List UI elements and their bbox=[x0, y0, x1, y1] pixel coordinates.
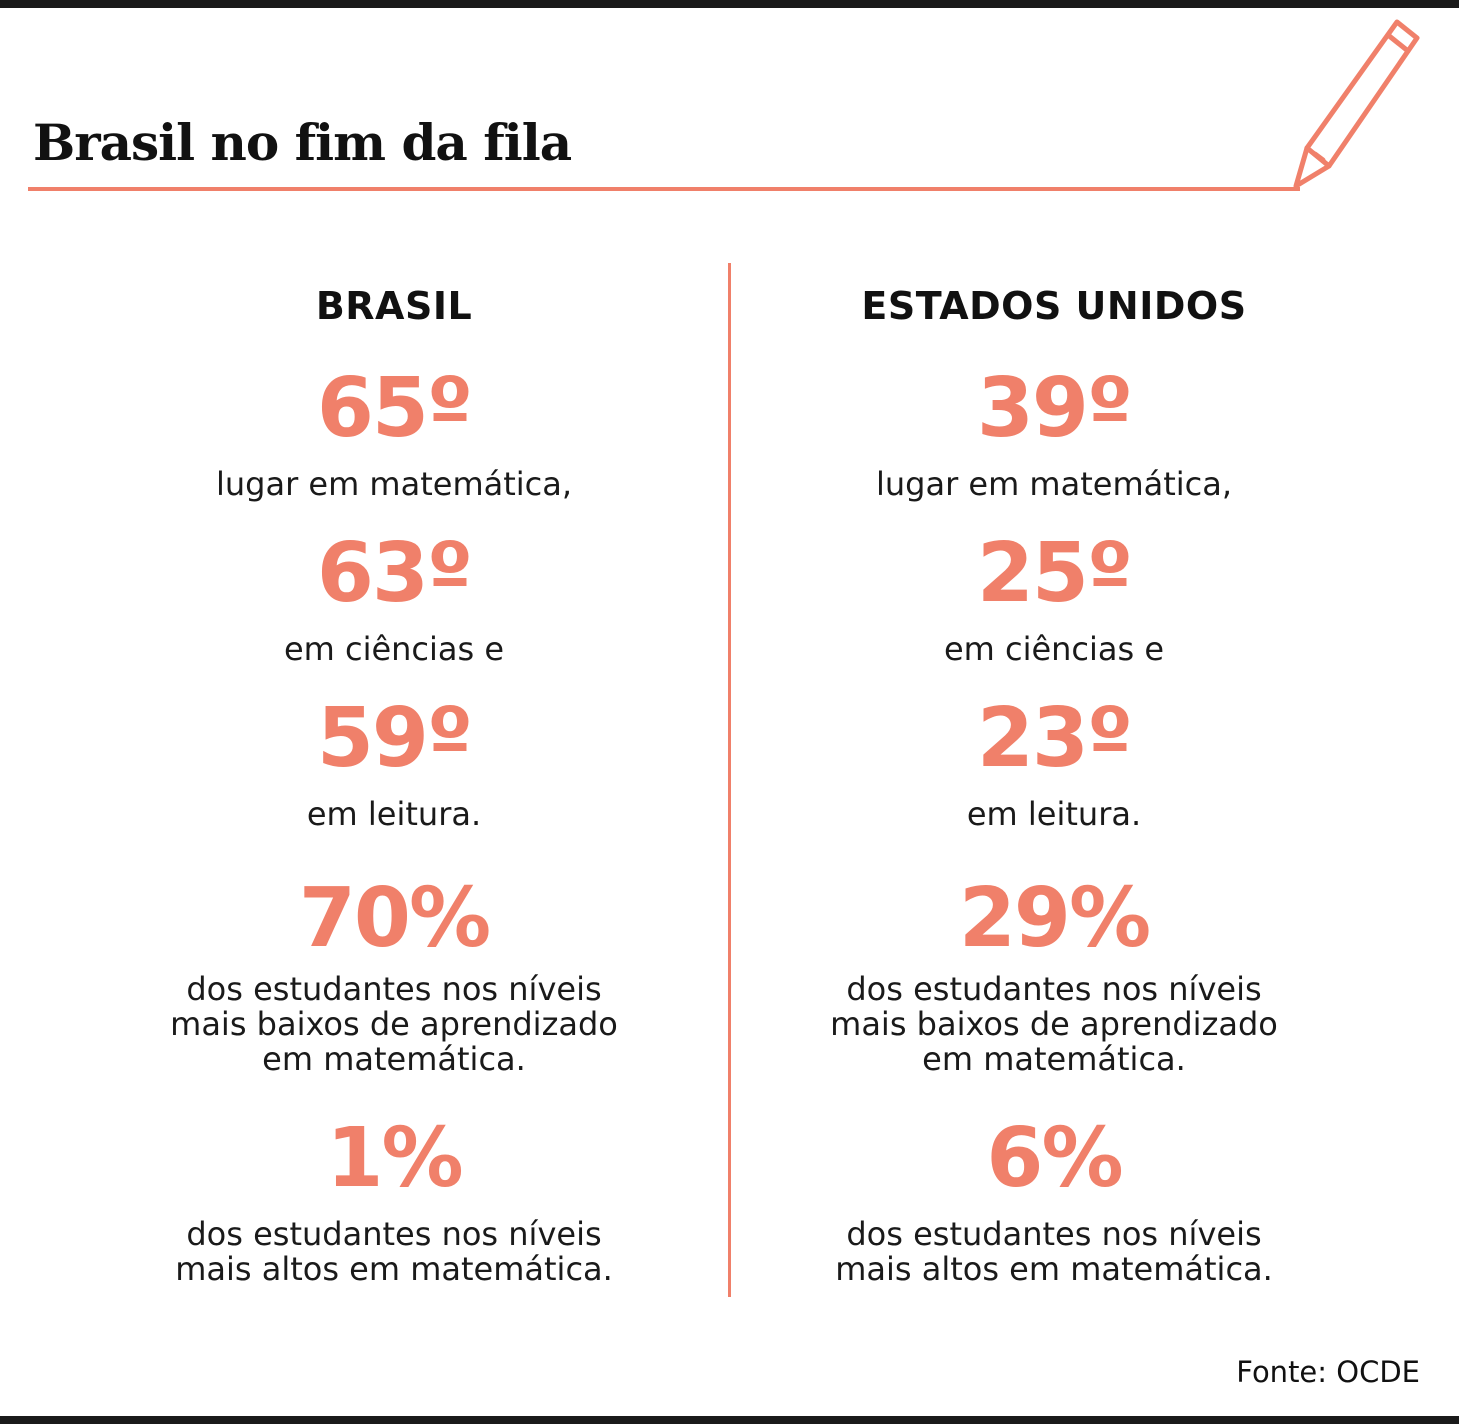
stat-value: 23º bbox=[976, 691, 1133, 786]
stat-value: 70% bbox=[298, 871, 491, 966]
stat-label: dos estudantes nos níveis mais altos em … bbox=[175, 1215, 613, 1288]
stat-label: dos estudantes nos níveis mais altos em … bbox=[835, 1215, 1273, 1288]
stat-value: 29% bbox=[958, 871, 1151, 966]
column-header: BRASIL bbox=[315, 284, 473, 328]
stat-value: 63º bbox=[316, 526, 473, 621]
stat-value: 39º bbox=[976, 361, 1133, 456]
stat-value: 6% bbox=[986, 1111, 1123, 1206]
stat-value: 1% bbox=[326, 1111, 463, 1206]
column-divider bbox=[728, 263, 731, 1297]
top-border bbox=[0, 0, 1459, 8]
stat-label: lugar em matemática, bbox=[875, 465, 1233, 503]
stat-label: em ciências e bbox=[943, 630, 1165, 668]
stat-label: dos estudantes nos níveis mais baixos de… bbox=[830, 970, 1278, 1078]
column-header: ESTADOS UNIDOS bbox=[861, 284, 1247, 328]
page-title: Brasil no fim da fila bbox=[33, 113, 572, 172]
title-underline bbox=[28, 187, 1300, 191]
stat-label: em leitura. bbox=[306, 795, 482, 833]
source-credit: Fonte: OCDE bbox=[1236, 1355, 1420, 1389]
bottom-border bbox=[0, 1416, 1459, 1424]
stat-label: em ciências e bbox=[283, 630, 505, 668]
stat-label: em leitura. bbox=[966, 795, 1142, 833]
stat-value: 65º bbox=[316, 361, 473, 456]
stat-label: dos estudantes nos níveis mais baixos de… bbox=[170, 970, 618, 1078]
stat-value: 59º bbox=[316, 691, 473, 786]
stat-value: 25º bbox=[976, 526, 1133, 621]
stat-label: lugar em matemática, bbox=[215, 465, 573, 503]
pencil-icon bbox=[1293, 19, 1420, 189]
